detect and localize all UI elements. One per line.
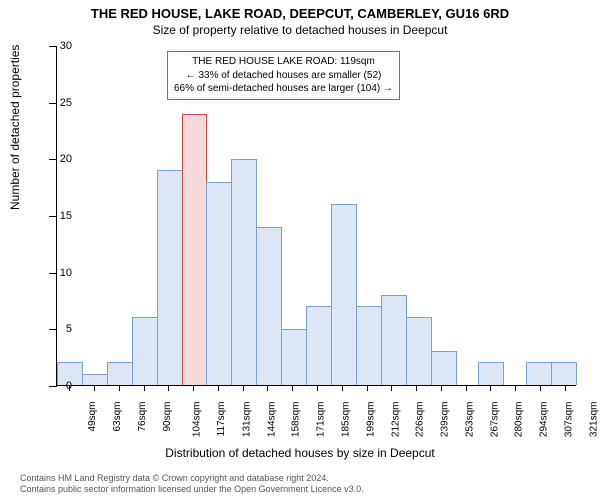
- x-tick-label: 76sqm: [137, 402, 148, 432]
- x-tick: [466, 385, 467, 391]
- x-tick-label: 158sqm: [291, 402, 302, 438]
- y-tick-label: 15: [48, 210, 72, 222]
- annotation-line1: THE RED HOUSE LAKE ROAD: 119sqm: [174, 55, 393, 69]
- bar: [356, 306, 382, 385]
- x-tick-label: 90sqm: [162, 402, 173, 432]
- x-tick-label: 104sqm: [192, 402, 203, 438]
- bar: [406, 317, 432, 385]
- bar: [526, 362, 552, 385]
- x-tick: [267, 385, 268, 391]
- x-tick: [94, 385, 95, 391]
- x-tick: [416, 385, 417, 391]
- x-tick: [540, 385, 541, 391]
- bar: [431, 351, 457, 385]
- x-tick-label: 171sqm: [316, 402, 327, 438]
- histogram-chart: THE RED HOUSE LAKE ROAD: 119sqm ← 33% of…: [56, 46, 576, 386]
- x-tick-label: 253sqm: [464, 402, 475, 438]
- x-tick-label: 185sqm: [341, 402, 352, 438]
- x-tick: [391, 385, 392, 391]
- x-tick: [490, 385, 491, 391]
- bar: [82, 374, 108, 385]
- bar: [478, 362, 504, 385]
- x-tick: [243, 385, 244, 391]
- x-tick-label: 294sqm: [539, 402, 550, 438]
- bar: [132, 317, 158, 385]
- x-tick: [218, 385, 219, 391]
- y-tick-label: 0: [48, 380, 72, 392]
- bar: [182, 114, 208, 385]
- bar: [306, 306, 332, 385]
- footnote: Contains HM Land Registry data © Crown c…: [20, 473, 364, 496]
- x-tick-label: 199sqm: [365, 402, 376, 438]
- bar: [551, 362, 577, 385]
- footnote-line2: Contains public sector information licen…: [20, 484, 364, 496]
- y-tick-label: 20: [48, 153, 72, 165]
- bar: [256, 227, 282, 385]
- x-tick: [367, 385, 368, 391]
- bar: [281, 329, 307, 386]
- x-tick-label: 131sqm: [242, 402, 253, 438]
- bar: [157, 170, 183, 385]
- x-tick-label: 239sqm: [440, 402, 451, 438]
- x-tick: [565, 385, 566, 391]
- x-tick: [441, 385, 442, 391]
- x-tick-label: 63sqm: [112, 402, 123, 432]
- x-tick-label: 49sqm: [87, 402, 98, 432]
- bar: [107, 362, 133, 385]
- x-tick-label: 280sqm: [514, 402, 525, 438]
- x-axis-label: Distribution of detached houses by size …: [0, 446, 600, 460]
- y-tick-label: 5: [48, 323, 72, 335]
- x-tick-label: 307sqm: [563, 402, 574, 438]
- x-tick-label: 321sqm: [588, 402, 599, 438]
- x-tick: [292, 385, 293, 391]
- y-tick-label: 25: [48, 97, 72, 109]
- footnote-line1: Contains HM Land Registry data © Crown c…: [20, 473, 364, 485]
- x-tick-label: 226sqm: [415, 402, 426, 438]
- y-axis-label: Number of detached properties: [8, 45, 22, 210]
- title-sub: Size of property relative to detached ho…: [0, 21, 600, 37]
- bar: [381, 295, 407, 385]
- x-tick-label: 212sqm: [390, 402, 401, 438]
- bar: [331, 204, 357, 385]
- x-tick: [317, 385, 318, 391]
- x-tick: [515, 385, 516, 391]
- x-tick-label: 144sqm: [266, 402, 277, 438]
- x-tick-label: 267sqm: [489, 402, 500, 438]
- annotation-line2: ← 33% of detached houses are smaller (52…: [174, 69, 393, 83]
- bar: [231, 159, 257, 385]
- annotation-box: THE RED HOUSE LAKE ROAD: 119sqm ← 33% of…: [167, 51, 400, 100]
- x-tick: [144, 385, 145, 391]
- annotation-line3: 66% of semi-detached houses are larger (…: [174, 82, 393, 96]
- x-tick: [342, 385, 343, 391]
- x-tick: [168, 385, 169, 391]
- x-tick: [193, 385, 194, 391]
- title-main: THE RED HOUSE, LAKE ROAD, DEEPCUT, CAMBE…: [0, 0, 600, 21]
- x-tick-label: 117sqm: [216, 402, 227, 437]
- y-tick-label: 30: [48, 40, 72, 52]
- bar: [206, 182, 232, 385]
- x-tick: [119, 385, 120, 391]
- y-tick-label: 10: [48, 267, 72, 279]
